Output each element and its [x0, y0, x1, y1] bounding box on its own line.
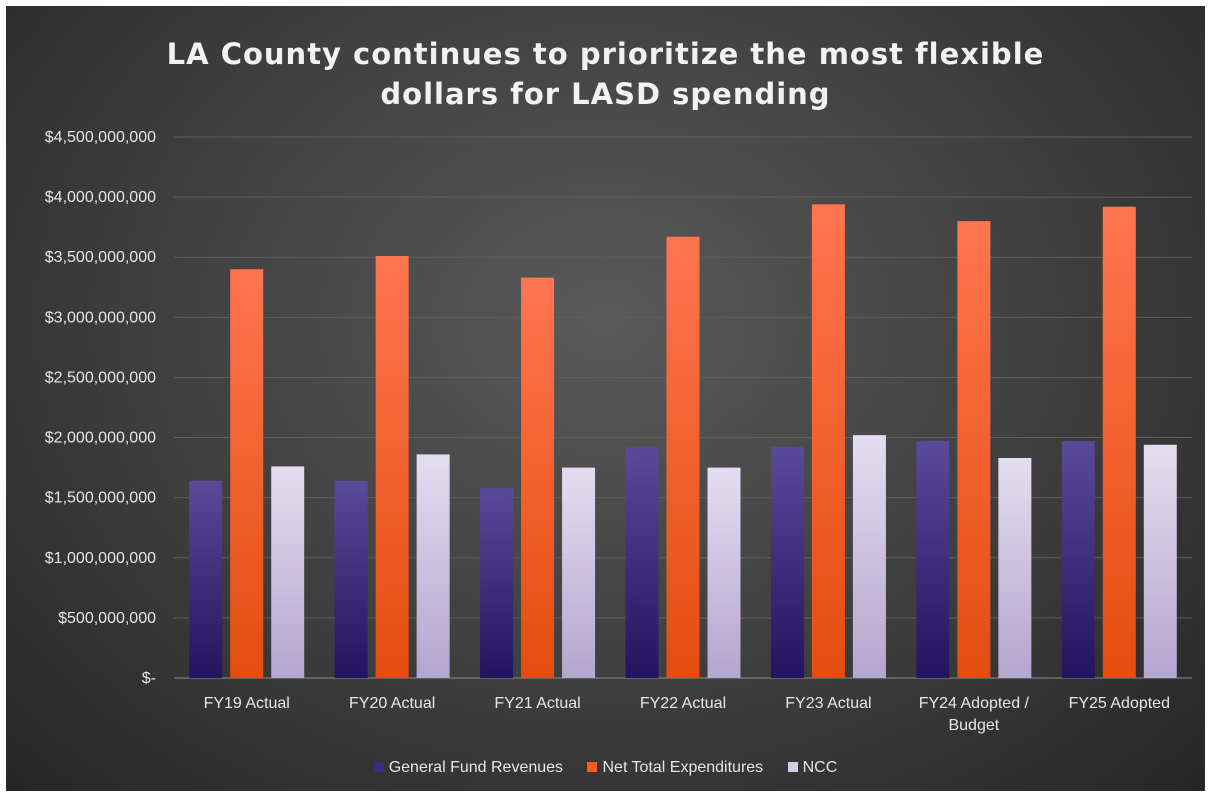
- legend-item-ncc: NCC: [787, 759, 838, 777]
- x-tick-label: FY19 Actual: [204, 695, 290, 712]
- y-tick-label: $4,000,000,000: [45, 189, 156, 206]
- bar-general-fund-revenues-6: [1061, 441, 1095, 678]
- bar-ncc-0: [271, 466, 305, 678]
- chart-title: LA County continues to prioritize the mo…: [6, 34, 1205, 114]
- bar-net-total-expenditures-1: [375, 256, 409, 678]
- bar-general-fund-revenues-1: [334, 480, 368, 678]
- y-tick-label: $3,500,000,000: [45, 249, 156, 266]
- chart-title-line-1: LA County continues to prioritize the mo…: [166, 37, 1045, 71]
- x-tick-label: FY23 Actual: [785, 695, 871, 712]
- legend-label-general-fund-revenues: General Fund Revenues: [388, 759, 564, 776]
- bar-ncc-2: [562, 467, 596, 678]
- bar-ncc-6: [1143, 444, 1177, 678]
- y-tick-label: $1,500,000,000: [45, 490, 156, 507]
- bar-general-fund-revenues-5: [916, 441, 950, 678]
- chart-title-line-2: dollars for LASD spending: [380, 77, 831, 111]
- bar-ncc-4: [852, 435, 886, 678]
- y-tick-label: $4,500,000,000: [45, 129, 156, 146]
- bar-net-total-expenditures-4: [811, 204, 845, 678]
- x-tick-label: FY22 Actual: [640, 695, 726, 712]
- bar-net-total-expenditures-2: [521, 277, 555, 678]
- y-tick-label: $1,000,000,000: [45, 550, 156, 567]
- bar-ncc-1: [416, 454, 450, 678]
- bar-net-total-expenditures-0: [230, 269, 264, 678]
- bar-ncc-3: [707, 467, 741, 678]
- bar-net-total-expenditures-5: [957, 221, 991, 678]
- legend-item-net-total-expenditures: Net Total Expenditures: [587, 759, 763, 777]
- bar-general-fund-revenues-3: [625, 447, 659, 678]
- legend-label-ncc: NCC: [802, 759, 838, 776]
- y-tick-label: $-: [142, 670, 156, 687]
- chart-frame: LA County continues to prioritize the mo…: [6, 6, 1205, 791]
- x-tick-label: FY21 Actual: [494, 695, 580, 712]
- x-tick-label: FY25 Adopted: [1069, 695, 1170, 712]
- y-tick-label: $3,000,000,000: [45, 309, 156, 326]
- bar-net-total-expenditures-3: [666, 236, 700, 679]
- bar-general-fund-revenues-0: [189, 480, 223, 678]
- legend-label-net-total-expenditures: Net Total Expenditures: [602, 759, 764, 776]
- bar-chart-plot: $- $500,000,000 $1,000,000,000 $1,500,000,0…: [45, 129, 1192, 734]
- bar-ncc-5: [998, 457, 1032, 678]
- y-tick-label: $500,000,000: [58, 610, 156, 627]
- legend-swatch-general-fund-revenues: [373, 762, 384, 772]
- y-tick-label: $2,000,000,000: [45, 430, 156, 447]
- legend-swatch-net-total-expenditures: [587, 762, 598, 772]
- bar-general-fund-revenues-4: [770, 447, 804, 678]
- bar-general-fund-revenues-2: [480, 488, 514, 678]
- y-tick-label: $2,500,000,000: [45, 369, 156, 386]
- x-tick-label: FY20 Actual: [349, 695, 435, 712]
- legend-item-general-fund-revenues: General Fund Revenues: [373, 759, 564, 777]
- chart-legend: General Fund Revenues Net Total Expendit…: [6, 759, 1205, 777]
- legend-swatch-ncc: [787, 762, 798, 772]
- bar-net-total-expenditures-6: [1102, 206, 1136, 678]
- x-tick-label: FY24 Adopted / Budget: [919, 695, 1030, 734]
